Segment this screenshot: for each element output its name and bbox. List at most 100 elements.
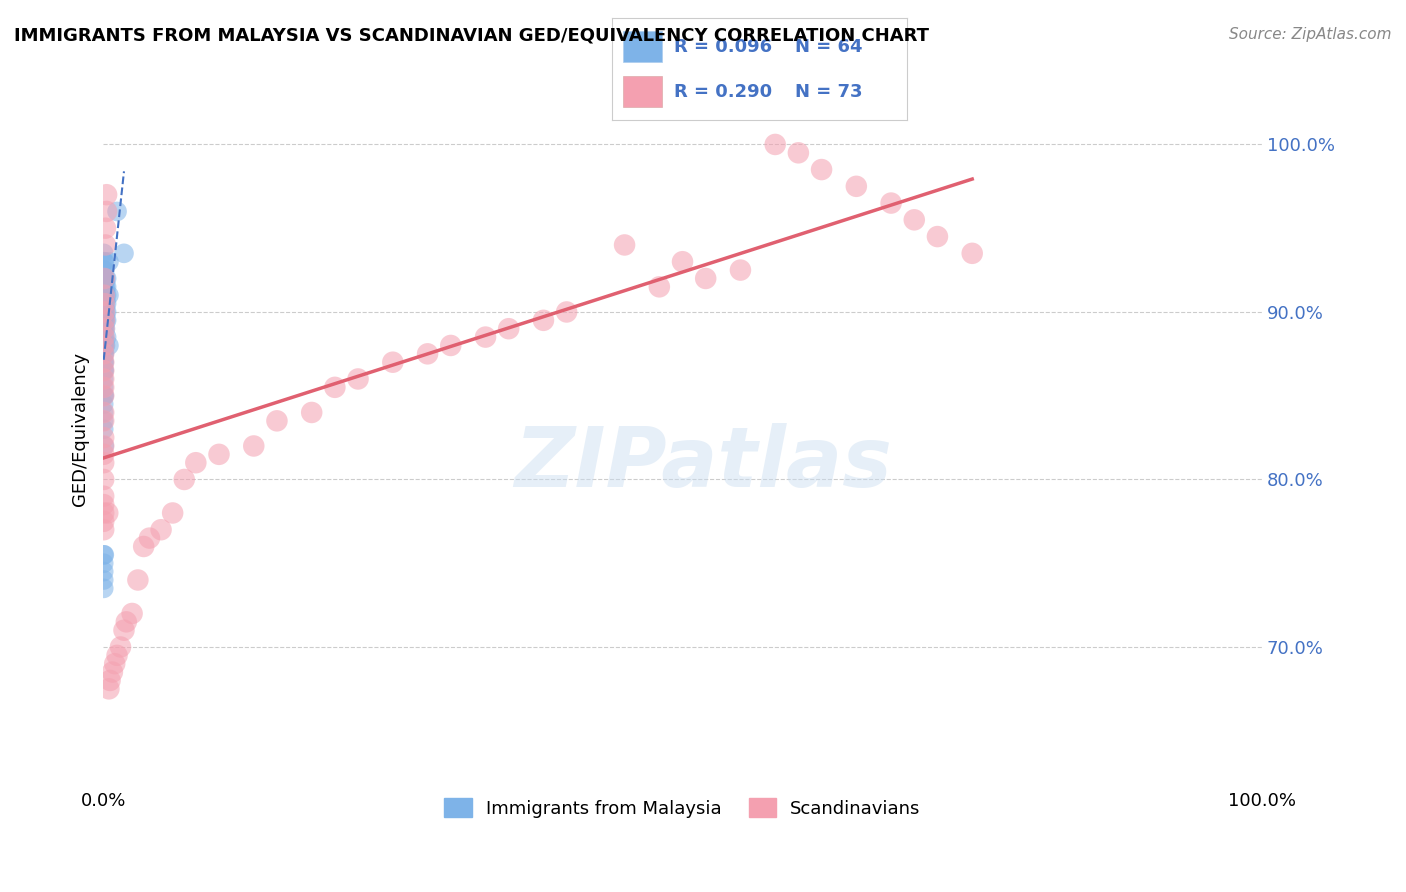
- Point: [93, 338, 115, 352]
- Point: [97, 254, 120, 268]
- Y-axis label: GED/Equivalency: GED/Equivalency: [72, 352, 89, 507]
- Point: [93, 263, 115, 277]
- Point: [96, 280, 118, 294]
- Point: [93, 498, 115, 512]
- Point: [97, 338, 120, 352]
- Point: [96, 305, 118, 319]
- Point: [93, 313, 115, 327]
- Point: [97, 681, 120, 696]
- Point: [93, 338, 115, 352]
- Point: [93, 372, 115, 386]
- Point: [93, 271, 115, 285]
- Point: [474, 330, 496, 344]
- Point: [162, 506, 184, 520]
- Point: [93, 347, 115, 361]
- Point: [93, 439, 115, 453]
- Point: [323, 380, 346, 394]
- Point: [93, 565, 115, 579]
- Point: [93, 296, 115, 310]
- Point: [93, 330, 115, 344]
- Point: [730, 263, 752, 277]
- Point: [440, 338, 463, 352]
- Point: [93, 322, 115, 336]
- Point: [960, 246, 983, 260]
- Point: [695, 271, 717, 285]
- Point: [93, 363, 115, 377]
- Point: [93, 296, 115, 310]
- Point: [112, 624, 135, 638]
- Point: [93, 414, 115, 428]
- Point: [93, 473, 115, 487]
- Point: [93, 271, 115, 285]
- Point: [94, 280, 117, 294]
- Point: [110, 640, 132, 654]
- Point: [93, 389, 115, 403]
- Point: [93, 456, 115, 470]
- Point: [96, 288, 118, 302]
- Point: [93, 330, 115, 344]
- Point: [93, 431, 115, 445]
- Point: [498, 322, 520, 336]
- Point: [93, 288, 115, 302]
- Text: ZIPatlas: ZIPatlas: [515, 424, 891, 504]
- Point: [96, 271, 118, 285]
- Point: [94, 338, 117, 352]
- Point: [93, 389, 115, 403]
- Point: [93, 246, 115, 260]
- Point: [132, 540, 155, 554]
- Point: [93, 313, 115, 327]
- Point: [810, 162, 832, 177]
- Point: [787, 145, 810, 160]
- Point: [93, 363, 115, 377]
- Point: [94, 221, 117, 235]
- Point: [242, 439, 264, 453]
- Point: [93, 447, 115, 461]
- Point: [93, 582, 115, 596]
- FancyBboxPatch shape: [623, 31, 662, 62]
- Point: [94, 305, 117, 319]
- Point: [93, 489, 115, 503]
- Point: [613, 238, 636, 252]
- Point: [93, 330, 115, 344]
- Point: [93, 280, 115, 294]
- Point: [381, 355, 404, 369]
- Text: Source: ZipAtlas.com: Source: ZipAtlas.com: [1229, 27, 1392, 42]
- Text: N = 73: N = 73: [794, 83, 862, 101]
- Point: [93, 296, 115, 310]
- Text: R = 0.096: R = 0.096: [673, 37, 772, 55]
- Point: [93, 288, 115, 302]
- Point: [93, 556, 115, 570]
- Point: [927, 229, 949, 244]
- Point: [173, 473, 195, 487]
- Point: [533, 313, 555, 327]
- Point: [301, 405, 323, 419]
- Point: [94, 288, 117, 302]
- Point: [903, 212, 925, 227]
- Point: [98, 673, 121, 688]
- Point: [94, 238, 117, 252]
- Point: [105, 204, 128, 219]
- Text: IMMIGRANTS FROM MALAYSIA VS SCANDINAVIAN GED/EQUIVALENCY CORRELATION CHART: IMMIGRANTS FROM MALAYSIA VS SCANDINAVIAN…: [14, 27, 929, 45]
- Point: [266, 414, 288, 428]
- Point: [93, 405, 115, 419]
- Point: [93, 573, 115, 587]
- Point: [104, 657, 127, 671]
- Point: [93, 305, 115, 319]
- Point: [93, 305, 115, 319]
- Point: [93, 372, 115, 386]
- Point: [763, 137, 786, 152]
- Point: [93, 397, 115, 411]
- Point: [671, 254, 693, 268]
- Point: [93, 548, 115, 562]
- Point: [94, 271, 117, 285]
- Point: [93, 363, 115, 377]
- Point: [93, 313, 115, 327]
- Point: [93, 380, 115, 394]
- Point: [93, 405, 115, 419]
- Point: [93, 305, 115, 319]
- Point: [93, 422, 115, 436]
- Point: [96, 296, 118, 310]
- Point: [93, 263, 115, 277]
- Point: [112, 246, 135, 260]
- Point: [96, 187, 118, 202]
